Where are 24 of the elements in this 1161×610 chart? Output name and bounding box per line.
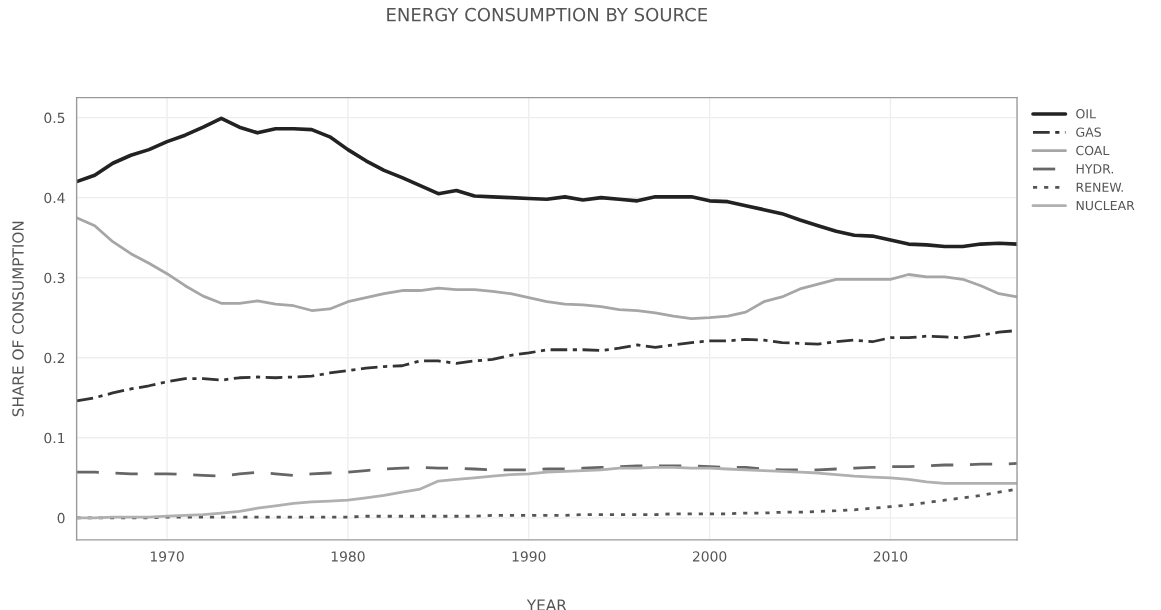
- y-tick-label: 0.2: [44, 352, 65, 364]
- chart-title: ENERGY CONSUMPTION BY SOURCE: [387, 7, 708, 22]
- y-tick-label: 0: [57, 512, 65, 524]
- y-tick-label: 0.4: [44, 192, 65, 204]
- legend-label: NUCLEAR: [1076, 200, 1135, 211]
- y-tick-label: 0.1: [44, 432, 65, 444]
- y-tick-label: 0.3: [44, 272, 65, 284]
- x-tick-label: 1980: [331, 551, 365, 562]
- x-axis-title: YEAR: [526, 599, 567, 610]
- legend-label: OIL: [1076, 109, 1096, 119]
- legend-label: HYDR.: [1076, 164, 1114, 174]
- line-series: [76, 462, 1018, 478]
- legend-label: RENEW.: [1076, 182, 1123, 192]
- line-series: [76, 216, 1018, 320]
- x-tick-label: 1970: [150, 551, 184, 562]
- y-axis-title: SHARE OF CONSUMPTION: [12, 221, 24, 417]
- line-series: [76, 466, 1018, 520]
- legend-label: GAS: [1076, 127, 1101, 137]
- x-tick-label: 1990: [512, 551, 546, 562]
- x-tick-label: 2000: [692, 551, 727, 562]
- legend-label: COAL: [1076, 145, 1110, 156]
- x-tick-label: 2010: [873, 551, 908, 562]
- line-series: [76, 116, 1018, 249]
- y-tick-label: 0.5: [44, 112, 65, 124]
